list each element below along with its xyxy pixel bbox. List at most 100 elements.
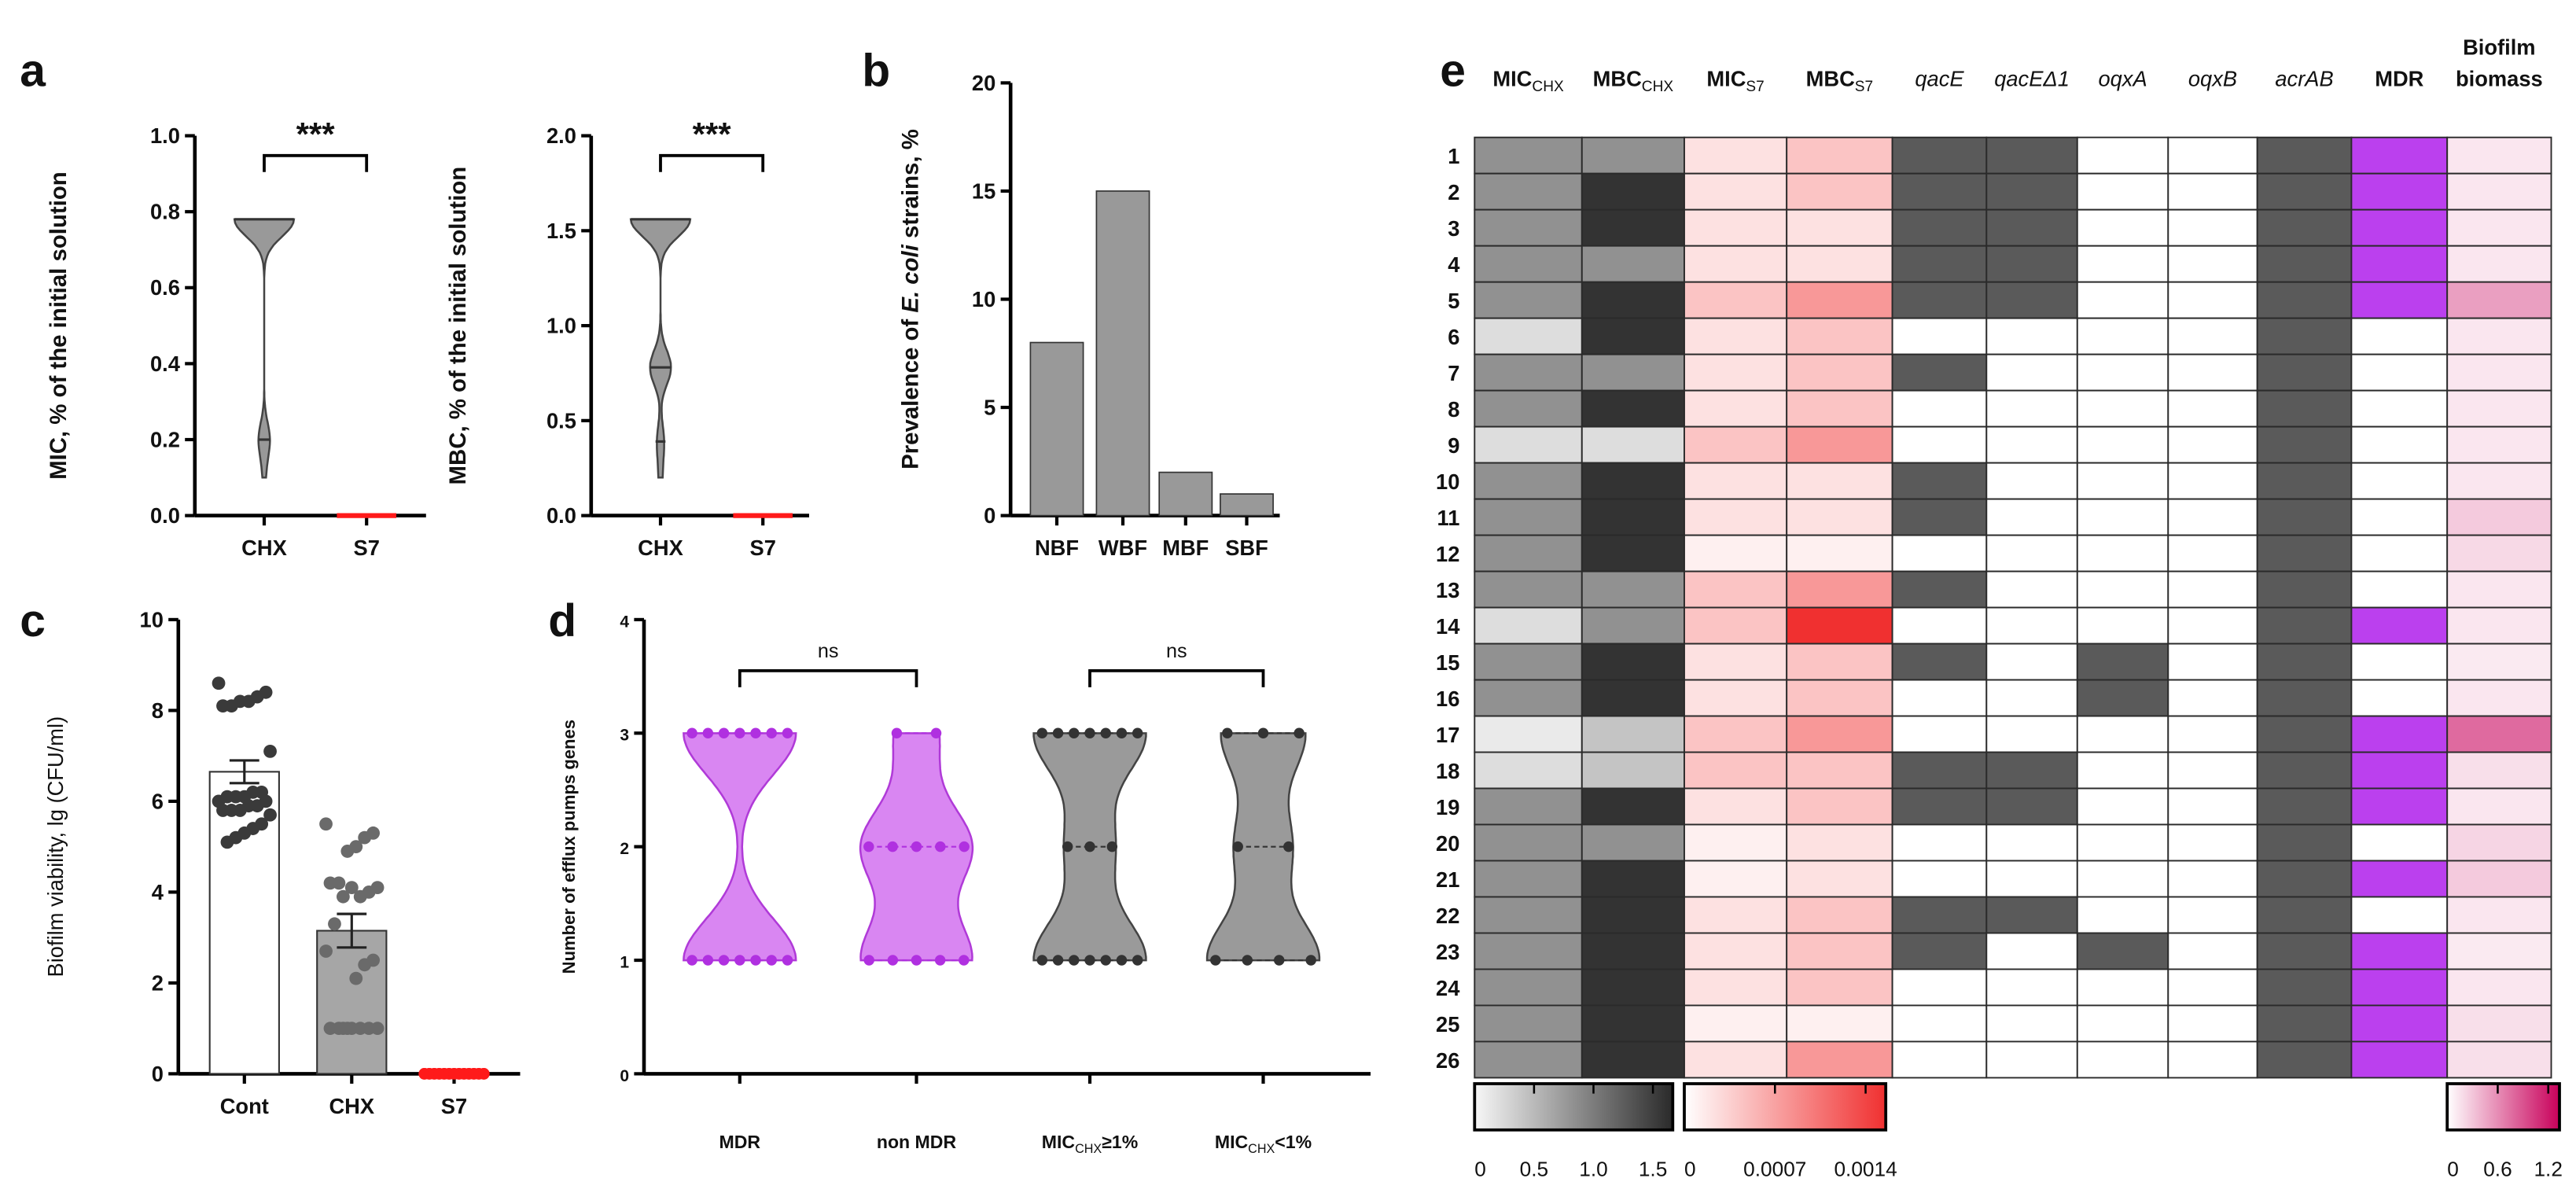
data-point bbox=[1036, 727, 1048, 738]
heatmap-cell bbox=[2256, 208, 2353, 247]
heatmap-cell bbox=[1581, 136, 1685, 175]
heatmap-cell bbox=[2256, 136, 2353, 175]
panel-letter: a bbox=[20, 46, 46, 97]
heatmap-cell bbox=[1985, 606, 2078, 645]
heatmap-cell bbox=[1474, 425, 1583, 464]
data-point bbox=[323, 876, 337, 890]
x-tick-label: MBF bbox=[1162, 536, 1209, 560]
y-tick-label: 15 bbox=[972, 179, 995, 203]
heatmap-cell bbox=[2167, 860, 2258, 898]
heatmap-cell bbox=[2167, 896, 2258, 934]
row-label: 22 bbox=[1436, 904, 1459, 928]
data-point bbox=[1116, 727, 1128, 738]
heatmap-cell bbox=[1985, 932, 2078, 970]
data-point bbox=[1132, 955, 1143, 966]
y-tick-label: 2.0 bbox=[546, 123, 576, 148]
x-tick-label: non MDR bbox=[877, 1132, 957, 1152]
data-point bbox=[323, 1022, 337, 1036]
heatmap-cell bbox=[2446, 498, 2552, 536]
x-tick-label: CHX bbox=[638, 536, 683, 560]
heatmap-cell bbox=[1985, 896, 2078, 934]
row-label: 1 bbox=[1448, 144, 1459, 168]
heatmap-cell bbox=[1985, 1004, 2078, 1043]
legend-label: 0 bbox=[1474, 1158, 1486, 1181]
heatmap-cell bbox=[2256, 570, 2353, 609]
legend-label: 0.0014 bbox=[1834, 1158, 1897, 1181]
y-tick-label: 0.0 bbox=[546, 503, 576, 528]
data-point bbox=[1222, 727, 1233, 738]
heatmap-cell bbox=[2350, 606, 2449, 645]
heatmap-cell bbox=[1891, 389, 1988, 428]
heatmap-cell bbox=[1891, 932, 1988, 970]
heatmap-cell bbox=[1684, 317, 1788, 355]
data-point bbox=[935, 841, 946, 852]
heatmap-cell bbox=[2076, 462, 2169, 500]
heatmap-cell bbox=[1786, 1004, 1893, 1043]
heatmap-cell bbox=[2076, 751, 2169, 790]
bar-NBF bbox=[1029, 341, 1084, 517]
significance-label: *** bbox=[693, 116, 732, 153]
row-label: 17 bbox=[1436, 723, 1459, 747]
data-point bbox=[358, 830, 372, 845]
heatmap-cell bbox=[2446, 1040, 2552, 1079]
heatmap-cell bbox=[2256, 172, 2353, 211]
column-header: oqxB bbox=[2188, 67, 2237, 91]
heatmap-cell bbox=[1985, 643, 2078, 681]
heatmap-cell bbox=[2256, 425, 2353, 464]
heatmap-cell bbox=[2167, 715, 2258, 753]
heatmap-cell bbox=[2446, 462, 2552, 500]
heatmap-cell bbox=[1474, 643, 1583, 681]
data-point bbox=[887, 955, 899, 966]
heatmap-cell bbox=[1891, 968, 1988, 1007]
heatmap-cell bbox=[1474, 570, 1583, 609]
heatmap-cell bbox=[2446, 534, 2552, 573]
panel-letter: d bbox=[548, 595, 576, 646]
row-label: 2 bbox=[1448, 180, 1459, 204]
panel-2: b 0 5 10 15 20 NBF WBF MBF SBF Prevalence of E. co… bbox=[862, 46, 1280, 560]
heatmap-cell bbox=[1474, 317, 1583, 355]
heatmap-cell bbox=[2076, 1004, 2169, 1043]
heatmap-cell bbox=[1684, 860, 1788, 898]
heatmap-cell bbox=[2446, 896, 2552, 934]
heatmap-cell bbox=[1684, 353, 1788, 392]
data-point bbox=[216, 699, 230, 713]
heatmap-cell bbox=[1891, 643, 1988, 681]
heatmap-cell bbox=[1891, 498, 1988, 536]
heatmap-cell bbox=[2167, 462, 2258, 500]
data-point bbox=[340, 845, 355, 858]
heatmap-cell bbox=[2446, 679, 2552, 717]
heatmap-cell bbox=[1581, 932, 1685, 970]
data-point bbox=[1069, 727, 1080, 738]
data-point bbox=[1274, 955, 1285, 966]
data-point bbox=[1132, 727, 1143, 738]
column-header-subscript: S7 bbox=[1855, 79, 1873, 95]
row-label: 4 bbox=[1448, 252, 1460, 277]
heatmap-cell bbox=[2167, 751, 2258, 790]
data-point bbox=[734, 955, 745, 966]
error-bar bbox=[337, 912, 367, 949]
y-tick-label: 0.4 bbox=[150, 352, 181, 376]
column-header: MBCCHX bbox=[1593, 67, 1674, 95]
heatmap-cell bbox=[2076, 679, 2169, 717]
heatmap-cell bbox=[1581, 1040, 1685, 1079]
violin-0 bbox=[629, 218, 692, 479]
heatmap-cell bbox=[2350, 317, 2449, 355]
data-point bbox=[863, 841, 874, 852]
heatmap-cell bbox=[2350, 715, 2449, 753]
heatmap-cell bbox=[2256, 932, 2353, 970]
heatmap-cell bbox=[2076, 823, 2169, 862]
heatmap-cell bbox=[2167, 245, 2258, 283]
row-label: 13 bbox=[1436, 578, 1459, 602]
heatmap-cell bbox=[1985, 425, 2078, 464]
heatmap-cell bbox=[2350, 787, 2449, 826]
heatmap-cell bbox=[2076, 281, 2169, 319]
heatmap-cell bbox=[2350, 751, 2449, 790]
x-tick-label: SBF bbox=[1225, 536, 1268, 560]
y-tick-label: 0.8 bbox=[150, 200, 180, 224]
heatmap-cell bbox=[1786, 823, 1893, 862]
heatmap-cell bbox=[1786, 570, 1893, 609]
data-point bbox=[448, 1068, 460, 1080]
heatmap-cell bbox=[1684, 281, 1788, 319]
heatmap-cell bbox=[2350, 208, 2449, 247]
